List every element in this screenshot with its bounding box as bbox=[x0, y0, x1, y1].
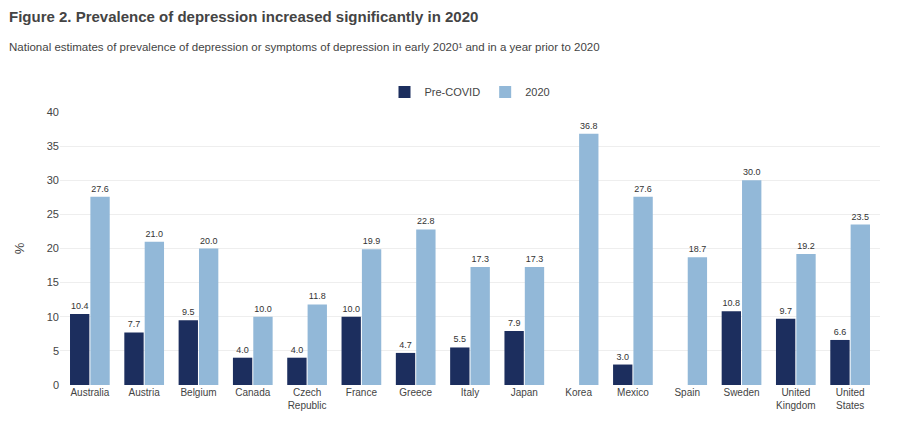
svg-text:18.7: 18.7 bbox=[689, 244, 707, 254]
svg-text:Greece: Greece bbox=[399, 387, 432, 398]
svg-text:40: 40 bbox=[47, 106, 59, 118]
svg-text:9.7: 9.7 bbox=[779, 306, 792, 316]
svg-text:19.2: 19.2 bbox=[797, 241, 815, 251]
svg-text:27.6: 27.6 bbox=[91, 184, 109, 194]
svg-text:20: 20 bbox=[47, 242, 59, 254]
svg-text:10: 10 bbox=[47, 311, 59, 323]
svg-text:6.6: 6.6 bbox=[834, 327, 847, 337]
svg-text:11.8: 11.8 bbox=[309, 291, 326, 301]
svg-text:20.0: 20.0 bbox=[200, 236, 218, 246]
svg-text:7.9: 7.9 bbox=[508, 318, 521, 328]
svg-text:CzechRepublic: CzechRepublic bbox=[288, 387, 327, 411]
svg-text:%: % bbox=[12, 242, 27, 254]
svg-text:22.8: 22.8 bbox=[417, 216, 435, 226]
svg-text:Mexico: Mexico bbox=[617, 387, 649, 398]
svg-text:36.8: 36.8 bbox=[580, 121, 598, 131]
svg-text:10.0: 10.0 bbox=[254, 304, 272, 314]
svg-text:4.7: 4.7 bbox=[399, 340, 412, 350]
svg-text:7.7: 7.7 bbox=[128, 319, 141, 329]
svg-text:Figure 2. Prevalence of depres: Figure 2. Prevalence of depression incre… bbox=[9, 8, 478, 25]
svg-text:Australia: Australia bbox=[70, 387, 109, 398]
svg-text:9.5: 9.5 bbox=[182, 307, 195, 317]
svg-text:10.4: 10.4 bbox=[71, 301, 89, 311]
svg-text:Italy: Italy bbox=[461, 387, 479, 398]
svg-text:10.8: 10.8 bbox=[723, 298, 741, 308]
svg-text:Pre-COVID: Pre-COVID bbox=[425, 86, 481, 98]
svg-text:25: 25 bbox=[47, 208, 59, 220]
svg-text:35: 35 bbox=[47, 140, 59, 152]
svg-text:National estimates of prevalen: National estimates of prevalence of depr… bbox=[9, 41, 600, 53]
svg-text:Belgium: Belgium bbox=[180, 387, 216, 398]
svg-text:UnitedStates: UnitedStates bbox=[836, 387, 865, 411]
svg-text:Korea: Korea bbox=[565, 387, 592, 398]
svg-text:Spain: Spain bbox=[674, 387, 700, 398]
svg-text:5.5: 5.5 bbox=[454, 334, 467, 344]
svg-text:4.0: 4.0 bbox=[291, 345, 304, 355]
svg-text:Canada: Canada bbox=[235, 387, 270, 398]
svg-text:10.0: 10.0 bbox=[342, 304, 360, 314]
svg-text:0: 0 bbox=[53, 379, 59, 391]
svg-text:21.0: 21.0 bbox=[146, 229, 164, 239]
svg-text:23.5: 23.5 bbox=[852, 212, 870, 222]
svg-text:4.0: 4.0 bbox=[236, 345, 249, 355]
svg-text:30: 30 bbox=[47, 174, 59, 186]
svg-text:Austria: Austria bbox=[129, 387, 161, 398]
svg-text:5: 5 bbox=[53, 345, 59, 357]
svg-text:3.0: 3.0 bbox=[616, 352, 629, 362]
svg-text:15: 15 bbox=[47, 276, 59, 288]
svg-text:UnitedKingdom: UnitedKingdom bbox=[776, 387, 815, 411]
svg-text:30.0: 30.0 bbox=[743, 167, 761, 177]
svg-text:Japan: Japan bbox=[511, 387, 538, 398]
svg-text:Sweden: Sweden bbox=[723, 387, 759, 398]
svg-text:France: France bbox=[346, 387, 378, 398]
svg-text:17.3: 17.3 bbox=[526, 254, 544, 264]
svg-text:17.3: 17.3 bbox=[471, 254, 489, 264]
svg-text:27.6: 27.6 bbox=[634, 184, 652, 194]
svg-text:19.9: 19.9 bbox=[363, 236, 381, 246]
svg-text:2020: 2020 bbox=[525, 86, 549, 98]
